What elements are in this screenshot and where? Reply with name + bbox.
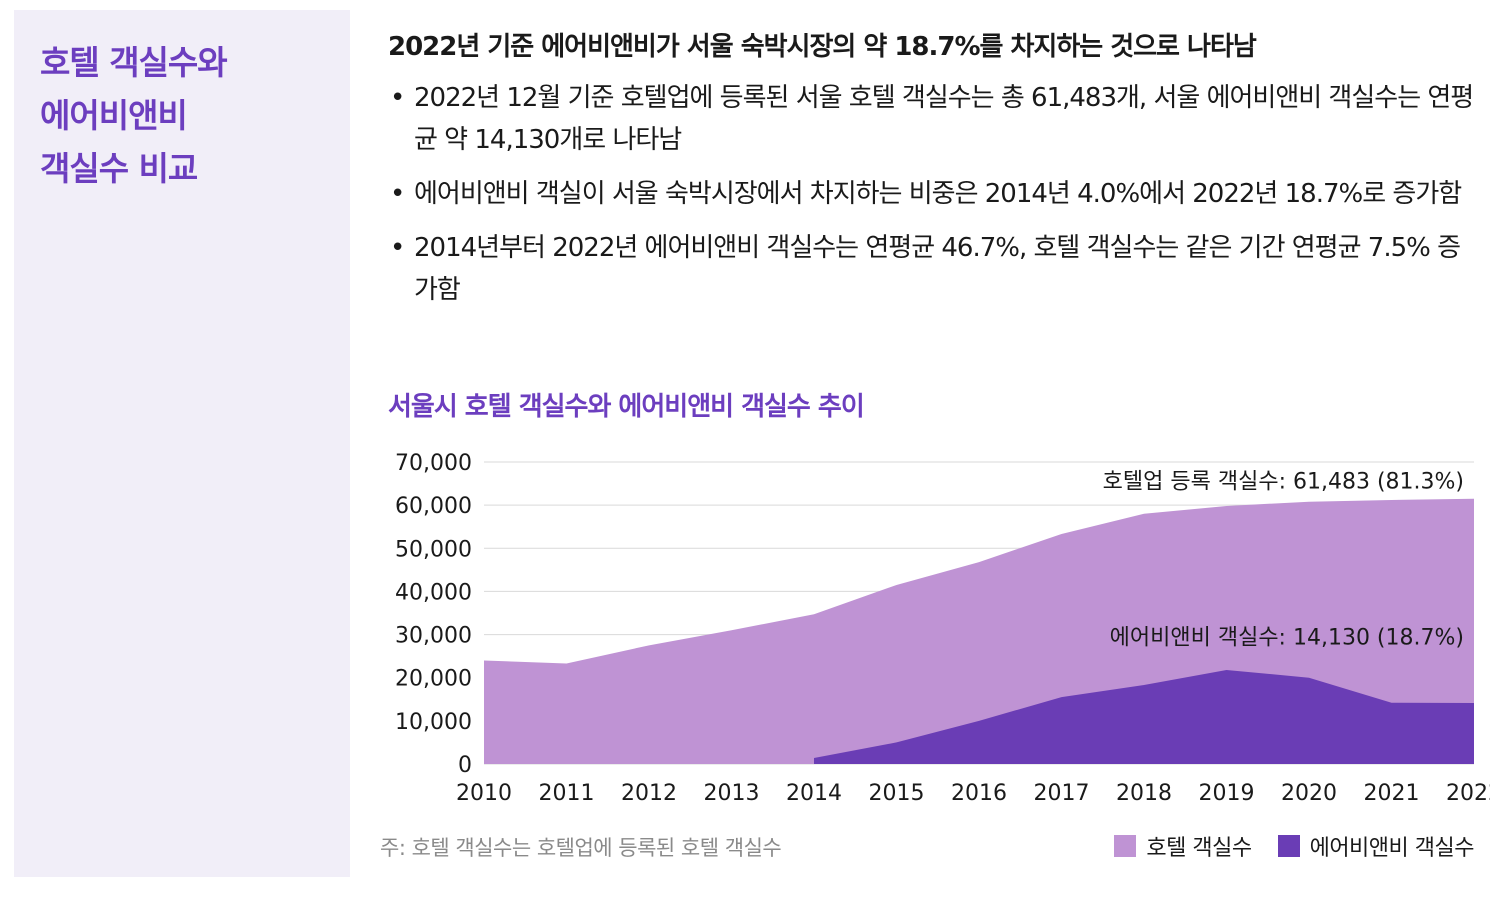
x-tick-label: 2010 bbox=[456, 781, 512, 806]
bullet-text: 2022년 12월 기준 호텔업에 등록된 서울 호텔 객실수는 총 61,48… bbox=[414, 83, 1474, 155]
bullet-text: 2014년부터 2022년 에어비앤비 객실수는 연평균 46.7%, 호텔 객… bbox=[414, 233, 1461, 305]
x-tick-label: 2013 bbox=[704, 781, 760, 806]
legend-swatch-airbnb bbox=[1277, 835, 1300, 857]
annotation-airbnb: 에어비앤비 객실수: 14,130 (18.7%) bbox=[1110, 626, 1464, 651]
bullet-dot: • bbox=[390, 83, 405, 113]
y-tick-label: 60,000 bbox=[395, 494, 472, 519]
y-tick-label: 20,000 bbox=[395, 667, 472, 692]
x-tick-label: 2021 bbox=[1364, 781, 1420, 806]
bullet-dot: • bbox=[390, 179, 405, 209]
y-tick-label: 50,000 bbox=[395, 537, 472, 562]
y-tick-label: 70,000 bbox=[395, 451, 472, 476]
axis-layer: 0 10,000 20,000 30,000 40,000 50,000 60,000 70,… bbox=[395, 451, 1490, 806]
annotation-hotel: 호텔업 등록 객실수: 61,483 (81.3%) bbox=[1103, 470, 1464, 495]
summary-section: 2022년 기준 에어비앤비가 서울 숙박시장의 약 18.7%를 차지하는 것… bbox=[388, 26, 1488, 323]
x-tick-label: 2016 bbox=[951, 781, 1007, 806]
x-tick-label: 2020 bbox=[1281, 781, 1337, 806]
bullet-item: • 2014년부터 2022년 에어비앤비 객실수는 연평균 46.7%, 호텔 … bbox=[388, 227, 1474, 311]
legend-item-hotel: 호텔 객실수 bbox=[1114, 830, 1252, 862]
bullet-item: • 에어비앤비 객실이 서울 숙박시장에서 차지하는 비중은 2014년 4.0%… bbox=[388, 173, 1474, 215]
series-area-airbnb bbox=[814, 669, 1474, 764]
y-tick-label: 30,000 bbox=[395, 624, 472, 649]
chart-title: 서울시 호텔 객실수와 에어비앤비 객실수 추이 bbox=[388, 392, 865, 422]
area-layer bbox=[484, 498, 1474, 764]
chart-legend: 호텔 객실수 에어비앤비 객실수 bbox=[1088, 830, 1475, 862]
label-layer: 호텔업 등록 객실수: 61,483 (81.3%) 에어비앤비 객실수: 14,… bbox=[1103, 470, 1464, 651]
bullet-list: • 2022년 12월 기준 호텔업에 등록된 서울 호텔 객실수는 총 61,4… bbox=[388, 77, 1488, 311]
bullet-item: • 2022년 12월 기준 호텔업에 등록된 서울 호텔 객실수는 총 61,4… bbox=[388, 77, 1474, 161]
x-tick-label: 2022 bbox=[1446, 781, 1490, 806]
bullet-text: 에어비앤비 객실이 서울 숙박시장에서 차지하는 비중은 2014년 4.0%에… bbox=[414, 179, 1462, 209]
bullet-dot: • bbox=[390, 233, 405, 263]
headline: 2022년 기준 에어비앤비가 서울 숙박시장의 약 18.7%를 차지하는 것… bbox=[388, 32, 1257, 62]
legend-label-hotel: 호텔 객실수 bbox=[1146, 836, 1252, 861]
legend-swatch-hotel bbox=[1114, 835, 1137, 857]
y-tick-label: 40,000 bbox=[395, 580, 472, 605]
x-tick-label: 2014 bbox=[786, 781, 842, 806]
y-tick-label: 10,000 bbox=[395, 710, 472, 735]
y-tick-label: 0 bbox=[458, 753, 472, 778]
sidebar: 호텔 객실수와 에어비앤비 객실수 비교 bbox=[14, 10, 350, 877]
x-tick-label: 2019 bbox=[1199, 781, 1255, 806]
legend-item-airbnb: 에어비앤비 객실수 bbox=[1277, 830, 1475, 862]
legend-label-airbnb: 에어비앤비 객실수 bbox=[1309, 836, 1475, 861]
footnote: 주: 호텔 객실수는 호텔업에 등록된 호텔 객실수 bbox=[380, 836, 782, 860]
x-tick-label: 2011 bbox=[539, 781, 595, 806]
x-tick-label: 2012 bbox=[621, 781, 677, 806]
sidebar-title: 호텔 객실수와 에어비앤비 객실수 비교 bbox=[40, 43, 228, 188]
x-tick-label: 2015 bbox=[869, 781, 925, 806]
x-tick-label: 2018 bbox=[1116, 781, 1172, 806]
area-chart: 0 10,000 20,000 30,000 40,000 50,000 60,000 70,… bbox=[395, 451, 1490, 806]
x-tick-label: 2017 bbox=[1034, 781, 1090, 806]
